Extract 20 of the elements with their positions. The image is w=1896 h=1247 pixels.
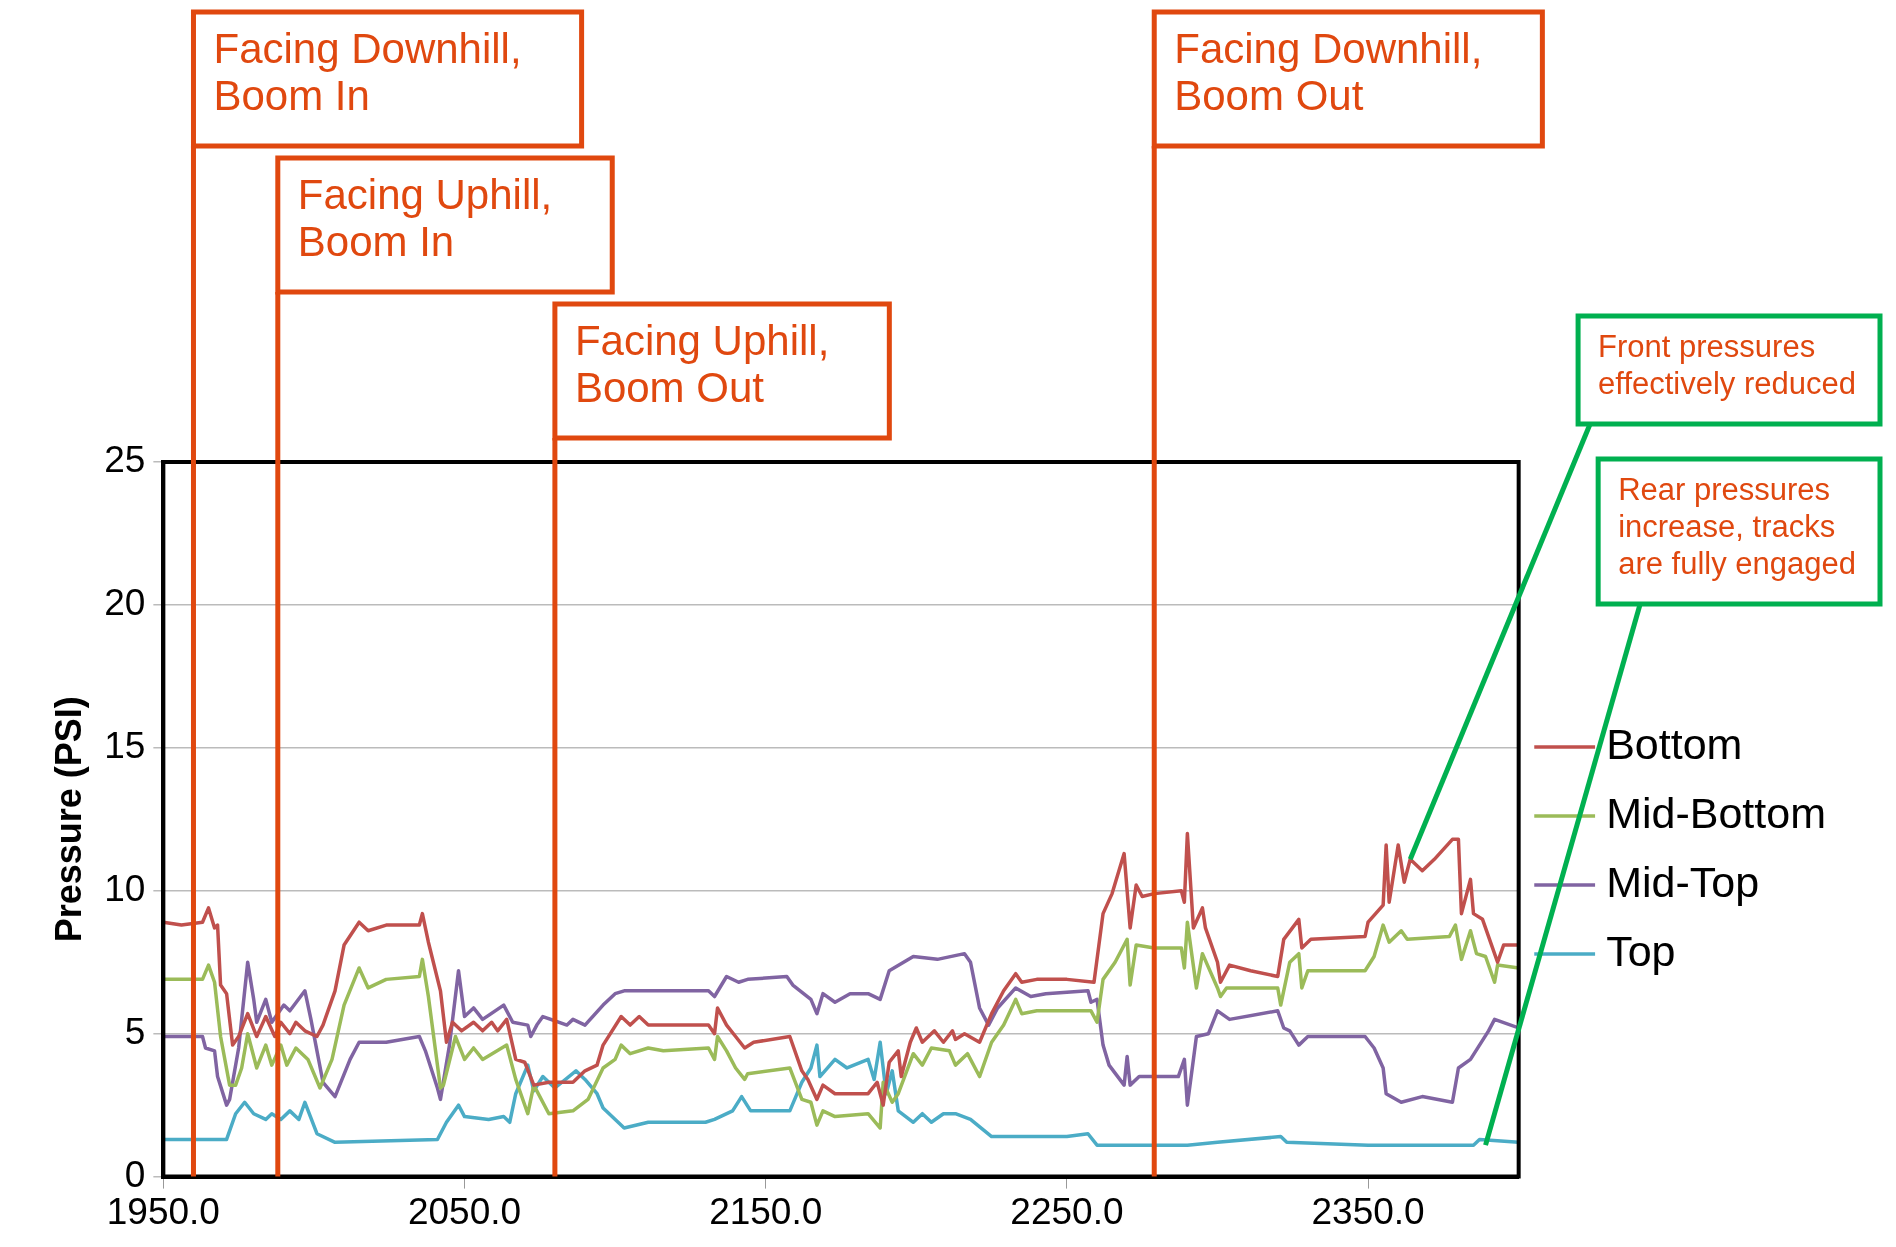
annotation: Front pressures effectively reduced	[1598, 329, 1857, 402]
y-tick-label: 5	[124, 1010, 146, 1052]
ref-line-label: Facing Downhill, Boom Out	[1174, 24, 1483, 119]
ref-line-label: Facing Uphill, Boom Out	[574, 316, 830, 411]
legend-label: Top	[1606, 926, 1676, 975]
legend-label: Mid-Top	[1606, 857, 1760, 906]
ref-line-label: Facing Downhill, Boom In	[213, 24, 522, 119]
y-tick-label: 10	[104, 867, 146, 909]
y-tick-label: 25	[104, 439, 146, 481]
x-tick-label: 2150.0	[709, 1191, 823, 1232]
x-tick-label: 2250.0	[1010, 1191, 1124, 1232]
ref-line-label: Facing Uphill, Boom In	[297, 170, 553, 265]
y-tick-label: 15	[104, 725, 146, 767]
annotation: Rear pressures increase, tracks are fully engaged	[1618, 472, 1856, 582]
legend-label: Bottom	[1606, 719, 1743, 768]
x-tick-label: 2050.0	[407, 1191, 522, 1232]
legend-label: Mid-Bottom	[1606, 788, 1827, 837]
x-tick-label: 2350.0	[1311, 1191, 1425, 1232]
y-tick-label: 20	[104, 582, 146, 624]
y-axis-title: Pressure (PSI)	[47, 696, 89, 943]
